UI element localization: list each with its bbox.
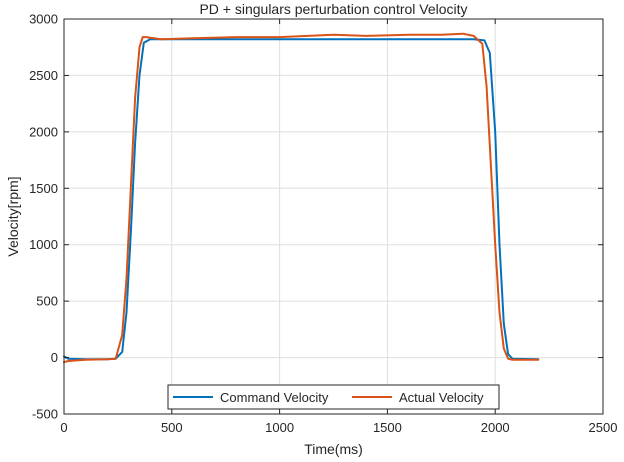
legend: Command Velocity Actual Velocity: [167, 384, 500, 410]
y-tick-label: 1000: [29, 237, 58, 252]
series-layer: [63, 32, 540, 364]
chart-title: PD + singulars perturbation control Velo…: [199, 1, 467, 17]
plot-area: [64, 19, 603, 414]
y-tick-label: 0: [51, 350, 58, 365]
legend-box: [167, 384, 500, 410]
x-tick-label: 2500: [589, 420, 618, 435]
x-tick-label: 1000: [265, 420, 294, 435]
y-tick-label: -500: [32, 407, 58, 422]
legend-label-actual-velocity: Actual Velocity: [399, 390, 484, 405]
y-tick-label: 3000: [29, 12, 58, 27]
x-tick-label: 500: [161, 420, 183, 435]
x-tick-label: 0: [60, 420, 67, 435]
y-tick-label: 2500: [29, 68, 58, 83]
y-tick-label: 1500: [29, 181, 58, 196]
ticks: 0 500 1000 1500 2000 2500-5000500100015002000…: [29, 12, 617, 436]
x-tick-label: 1500: [373, 420, 402, 435]
axes-box: [63, 18, 604, 415]
legend-label-command-velocity: Command Velocity: [220, 390, 329, 405]
series-line-actual-velocity: [63, 32, 540, 364]
y-tick-label: 500: [36, 294, 58, 309]
y-tick-label: 2000: [29, 124, 58, 139]
x-tick-label: 2000: [481, 420, 510, 435]
x-axis-title: Time(ms): [304, 441, 363, 457]
y-axis-title: Velocity[rpm]: [5, 176, 21, 256]
